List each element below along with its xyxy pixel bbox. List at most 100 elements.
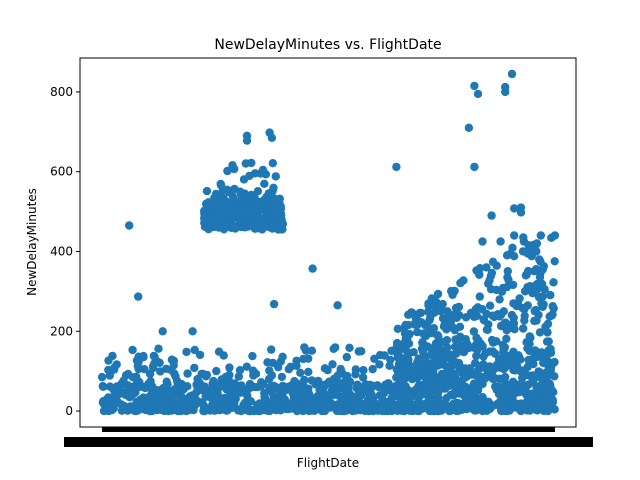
- data-point: [132, 397, 141, 407]
- data-point: [300, 403, 310, 412]
- data-point: [209, 376, 218, 386]
- x-tick-labels-overlapping: [64, 437, 593, 447]
- data-point: [502, 282, 512, 292]
- outlier-point: [473, 89, 483, 99]
- outlier-point: [470, 81, 479, 91]
- data-point: [274, 362, 283, 372]
- data-point: [222, 185, 232, 194]
- data-point: [520, 305, 529, 314]
- data-point: [97, 372, 107, 382]
- data-point: [502, 406, 512, 416]
- outlier-point: [516, 208, 526, 217]
- data-point: [495, 374, 505, 383]
- data-point: [235, 216, 245, 226]
- data-point: [535, 273, 545, 282]
- data-point: [419, 329, 428, 338]
- data-point: [508, 243, 517, 252]
- data-point: [531, 265, 541, 274]
- data-point: [522, 270, 531, 279]
- data-point: [216, 181, 226, 190]
- data-point: [264, 406, 273, 416]
- data-point: [162, 364, 171, 373]
- data-point: [103, 394, 112, 404]
- data-point: [333, 371, 342, 380]
- data-point: [304, 367, 313, 377]
- outlier-point: [507, 69, 517, 79]
- outlier-point: [510, 204, 519, 213]
- data-point: [307, 346, 317, 355]
- data-point: [424, 299, 433, 308]
- outlier-point: [470, 162, 479, 172]
- data-point: [217, 382, 226, 391]
- data-point: [465, 364, 475, 373]
- data-point: [430, 382, 439, 391]
- data-point: [502, 334, 511, 343]
- data-point: [268, 223, 277, 233]
- data-point: [271, 400, 280, 410]
- data-point: [271, 172, 280, 181]
- outlier-point: [267, 133, 277, 142]
- data-point: [518, 373, 527, 383]
- data-point: [544, 346, 553, 355]
- data-point: [415, 390, 424, 400]
- y-tick-label: 200: [50, 324, 73, 338]
- data-point: [200, 382, 209, 391]
- data-point: [270, 194, 279, 203]
- outlier-point: [464, 123, 474, 132]
- data-point: [370, 354, 379, 363]
- data-point: [119, 376, 128, 385]
- data-point: [541, 322, 550, 331]
- data-point: [533, 352, 542, 362]
- data-point: [132, 372, 141, 381]
- data-point: [136, 382, 145, 391]
- data-point: [99, 406, 109, 416]
- data-point: [202, 370, 212, 380]
- data-point: [383, 398, 392, 407]
- data-point: [451, 382, 460, 392]
- data-point: [472, 266, 481, 275]
- data-point: [446, 350, 455, 359]
- data-point: [471, 358, 480, 368]
- data-point: [502, 351, 512, 360]
- data-point: [112, 360, 121, 369]
- data-point: [329, 344, 338, 353]
- data-point: [467, 402, 477, 411]
- outlier-point: [134, 292, 143, 301]
- data-point: [104, 356, 113, 365]
- data-point: [286, 403, 295, 412]
- data-point: [433, 331, 442, 340]
- data-point: [401, 346, 411, 355]
- data-point: [447, 286, 456, 296]
- data-point: [527, 398, 536, 407]
- data-point: [420, 372, 429, 381]
- data-point: [225, 363, 234, 372]
- data-point: [538, 265, 547, 275]
- data-point: [450, 342, 460, 351]
- data-point: [264, 189, 273, 198]
- data-point: [215, 213, 224, 222]
- data-point: [438, 357, 447, 367]
- data-point: [345, 343, 354, 352]
- data-point: [526, 333, 535, 342]
- data-point: [509, 252, 519, 261]
- data-point: [503, 267, 512, 276]
- data-point: [475, 292, 484, 301]
- data-point: [500, 318, 509, 328]
- points-layer: [97, 69, 560, 416]
- data-point: [366, 381, 375, 390]
- data-point: [149, 361, 158, 371]
- data-point: [213, 391, 223, 401]
- data-point: [393, 406, 402, 415]
- data-point: [167, 400, 177, 409]
- data-point: [530, 306, 539, 316]
- data-point: [325, 377, 334, 386]
- data-point: [307, 376, 316, 385]
- data-point: [117, 406, 127, 415]
- x-tick-marks: [102, 427, 555, 432]
- data-point: [211, 222, 221, 231]
- data-point: [227, 390, 236, 399]
- data-point: [225, 370, 234, 380]
- data-point: [434, 404, 444, 413]
- data-point: [428, 350, 437, 359]
- data-point: [218, 220, 227, 229]
